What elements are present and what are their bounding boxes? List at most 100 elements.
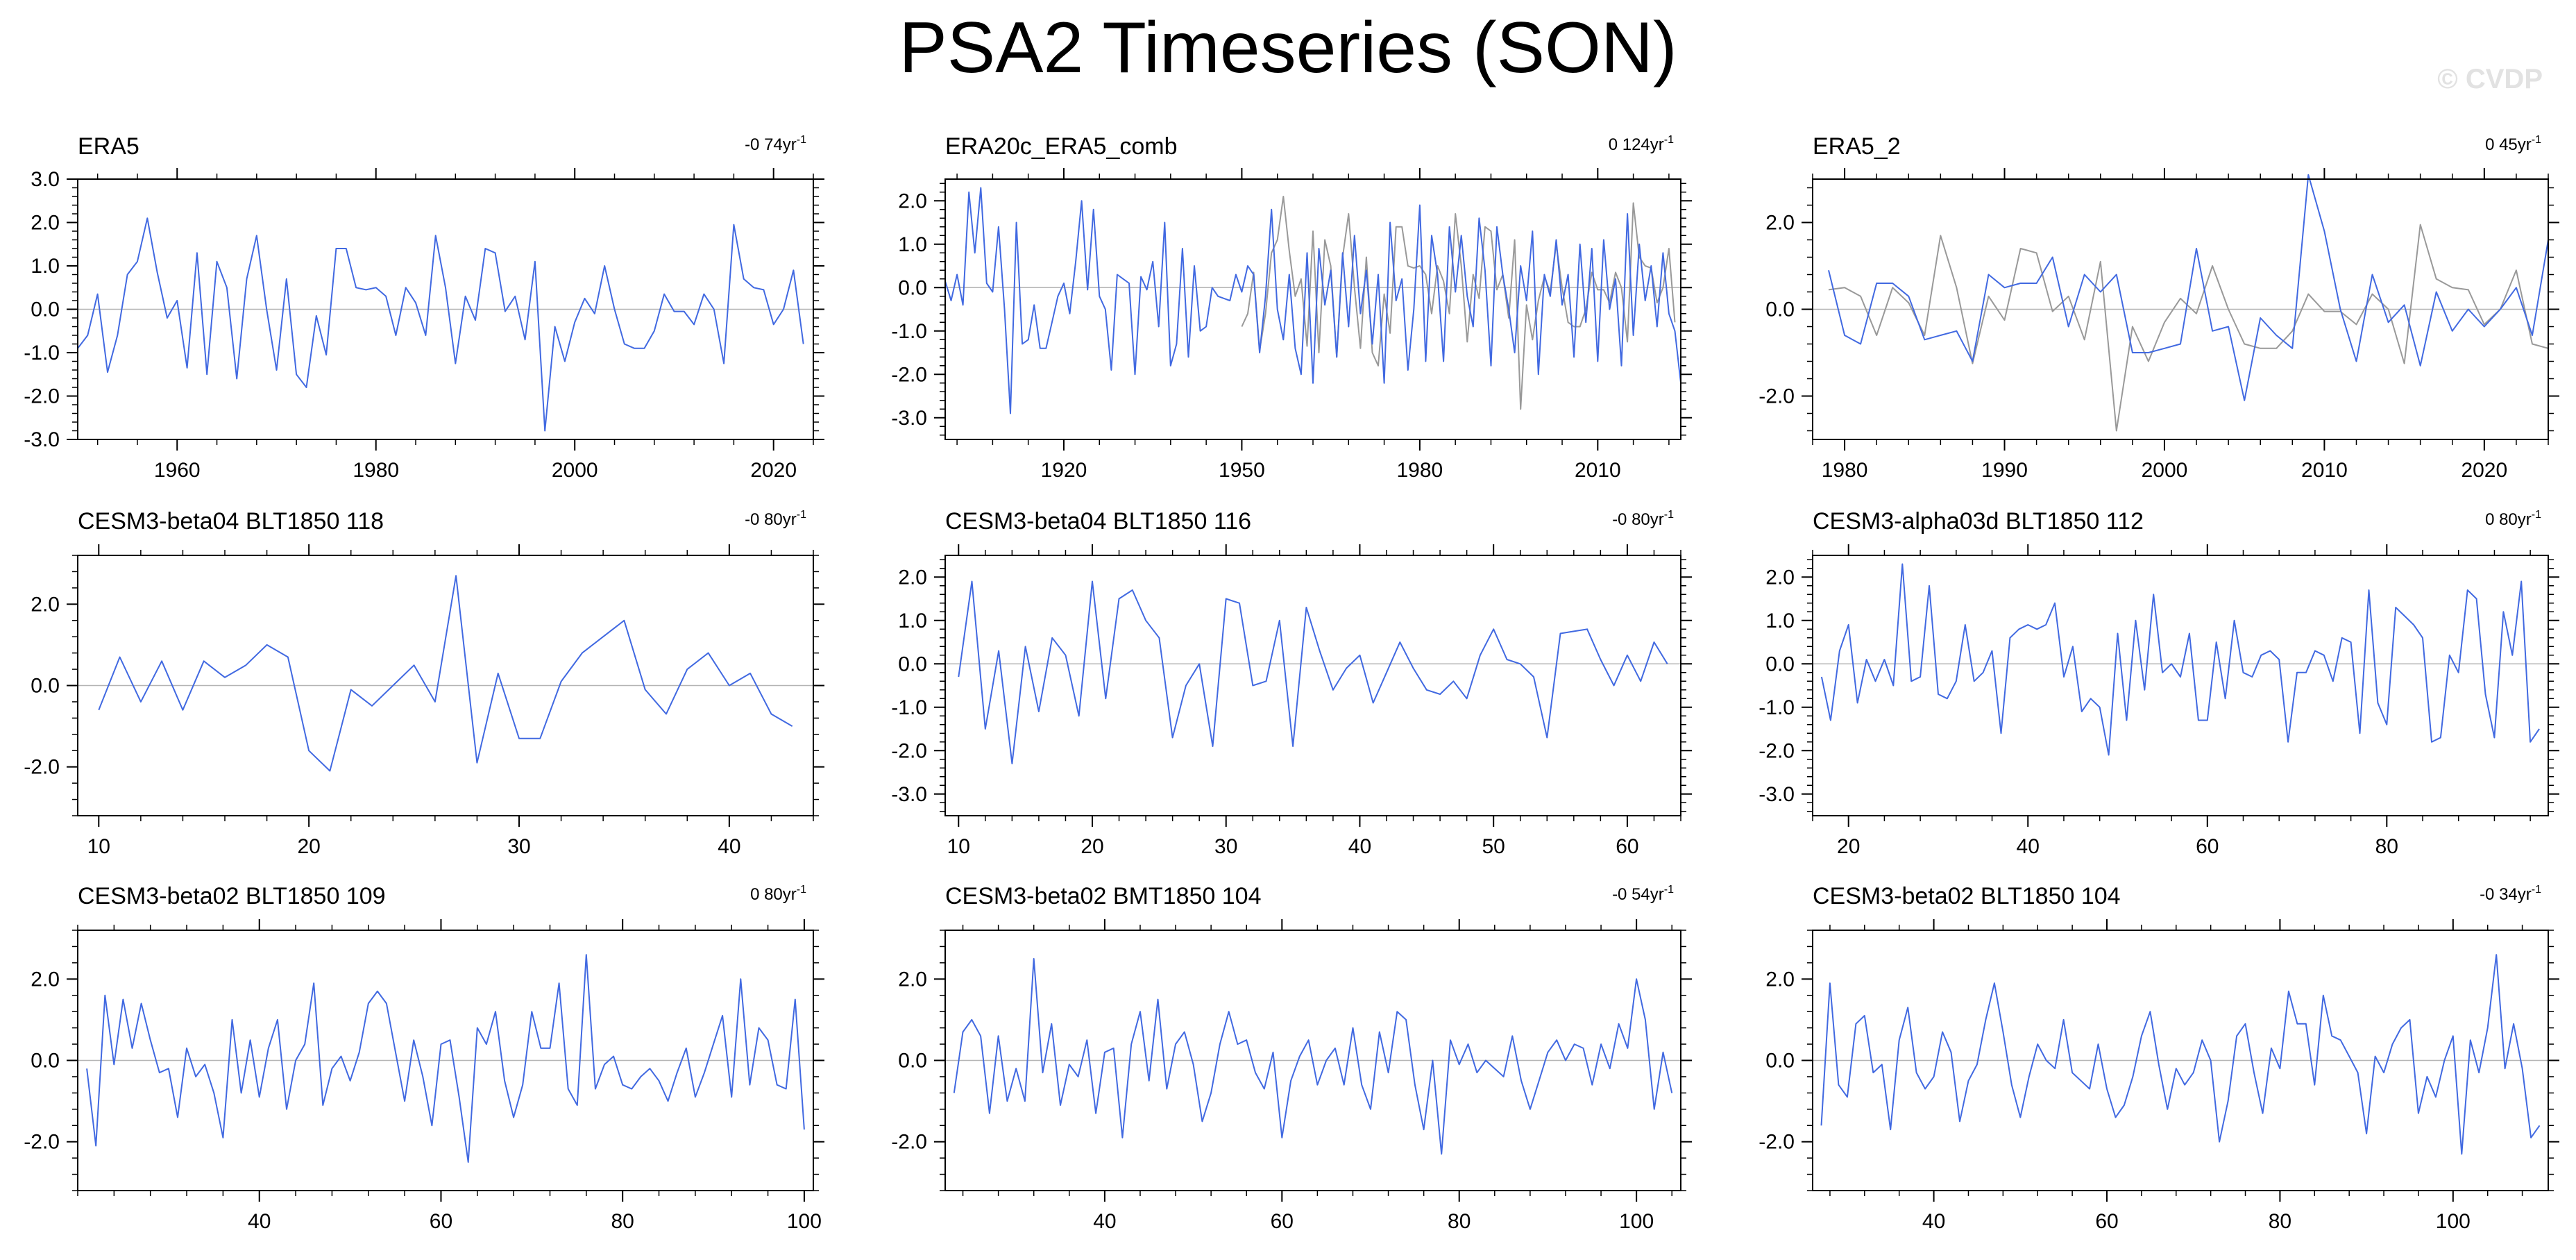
x-tick-label: 2010 [2301,459,2348,482]
series-line [1828,224,2549,432]
x-tick-label: 2000 [552,459,598,482]
y-tick-label: 2.0 [898,968,927,991]
y-tick-label: -2.0 [1759,1131,1795,1154]
y-tick-label: 0.0 [898,276,927,299]
panel-1: ERA5 -0 74yr-1 -3.0 -2.0 -1.0 0.0 1.0 2.0 3.0 196… [24,133,824,482]
x-tick-label: 10 [87,835,110,858]
panel-8: CESM3-beta02 BMT1850 104 -0 54yr-1 -2.0 0.0… [891,883,1692,1233]
x-tick-label: 40 [2017,835,2040,858]
series-line [958,580,1668,764]
x-tick-label: 1920 [1041,459,1087,482]
panel-5: CESM3-beta04 BLT1850 116 -0 80yr-1 -3.0 -2.… [891,508,1692,858]
y-tick-label: 1.0 [898,233,927,256]
x-tick-label: 40 [248,1210,271,1233]
x-tick-label: 20 [297,835,320,858]
trend-label: 0 80yr-1 [2485,509,2541,529]
y-tick-label: 0.0 [898,1050,927,1073]
x-tick-label: 40 [718,835,740,858]
x-tick-label: 1950 [1219,459,1265,482]
panel-4: CESM3-beta04 BLT1850 118 -0 80yr-1 -2.0 0.0… [24,508,824,858]
y-tick-label: 2.0 [1765,212,1795,235]
trend-label: 0 45yr-1 [2485,134,2541,154]
page-title: PSA2 Timeseries (SON) [899,8,1677,88]
series-line [86,954,805,1163]
series-line [77,217,804,432]
panel-title: CESM3-beta02 BLT1850 104 [1813,883,2121,909]
series-line [1820,954,2541,1155]
panel-2: ERA20c_ERA5_comb 0 124yr-1 -3.0 -2.0 -1.0 0.0… [891,133,1692,482]
y-tick-label: 0.0 [1765,299,1795,321]
y-tick-label: -2.0 [24,385,60,408]
y-tick-label: 2.0 [31,212,60,235]
x-tick-label: 30 [1214,835,1237,858]
panel-title: CESM3-alpha03d BLT1850 112 [1813,508,2144,535]
y-tick-label: -2.0 [1759,739,1795,762]
x-tick-label: 60 [2095,1210,2118,1233]
y-tick-label: -3.0 [891,407,927,430]
series-line [953,958,1673,1155]
series-line [1828,174,2549,401]
trend-label: -0 54yr-1 [1612,884,1674,904]
x-tick-label: 1990 [1981,459,2028,482]
x-tick-label: 2010 [1575,459,1621,482]
x-tick-label: 80 [2375,835,2398,858]
x-tick-label: 60 [2196,835,2219,858]
y-tick-label: 2.0 [898,566,927,589]
y-tick-label: -3.0 [1759,783,1795,806]
y-tick-label: -2.0 [24,1131,60,1154]
y-tick-label: -1.0 [24,342,60,364]
panel-title: CESM3-beta04 BLT1850 116 [945,508,1251,535]
y-tick-label: 2.0 [31,968,60,991]
y-tick-label: 0.0 [31,675,60,698]
series-line [1820,563,2540,756]
x-tick-label: 20 [1081,835,1103,858]
panel-title: CESM3-beta02 BLT1850 109 [78,883,386,909]
panel-7: CESM3-beta02 BLT1850 109 0 80yr-1 -2.0 0.0 2… [24,883,824,1233]
plot-frame [944,555,1681,816]
x-tick-label: 60 [430,1210,452,1233]
y-tick-label: -2.0 [891,739,927,762]
x-tick-label: 50 [1482,835,1505,858]
x-tick-label: 60 [1271,1210,1294,1233]
y-tick-label: -1.0 [891,320,927,343]
y-tick-label: -3.0 [891,783,927,806]
x-tick-label: 20 [1837,835,1860,858]
panel-9: CESM3-beta02 BLT1850 104 -0 34yr-1 -2.0 0.0… [1759,883,2559,1233]
x-tick-label: 30 [507,835,530,858]
trend-label: 0 124yr-1 [1609,134,1674,154]
y-tick-label: 2.0 [31,593,60,616]
panel-3: ERA5_2 0 45yr-1 -2.0 0.0 2.0 1980 1990 2000 2010… [1759,133,2559,482]
watermark: © CVDP [2437,64,2543,94]
x-tick-label: 100 [787,1210,822,1233]
y-tick-label: 2.0 [1765,968,1795,991]
y-tick-label: -2.0 [24,756,60,779]
series-line [1241,196,1676,410]
panel-title: CESM3-beta04 BLT1850 118 [78,508,384,535]
y-tick-label: -2.0 [891,363,927,386]
y-tick-label: 1.0 [31,255,60,278]
panel-title: ERA5 [78,133,139,160]
y-tick-label: 3.0 [31,168,60,191]
y-tick-label: 0.0 [1765,1050,1795,1073]
x-tick-label: 80 [2269,1210,2291,1233]
y-tick-label: -1.0 [1759,696,1795,719]
x-tick-label: 100 [2436,1210,2471,1233]
x-tick-label: 40 [1348,835,1371,858]
y-tick-label: 1.0 [1765,610,1795,632]
y-tick-label: 1.0 [898,610,927,632]
plot-frame [1812,555,2549,816]
x-tick-label: 10 [947,835,970,858]
y-tick-label: 0.0 [31,299,60,321]
series-line [98,575,793,772]
x-tick-label: 2020 [750,459,797,482]
x-tick-label: 60 [1616,835,1638,858]
series-line [944,187,1681,414]
x-tick-label: 2020 [2461,459,2507,482]
panel-title: CESM3-beta02 BMT1850 104 [945,883,1261,909]
x-tick-label: 1980 [1396,459,1443,482]
y-tick-label: -2.0 [891,1131,927,1154]
panel-title: ERA20c_ERA5_comb [945,133,1178,160]
x-tick-label: 80 [611,1210,634,1233]
x-tick-label: 40 [1093,1210,1116,1233]
